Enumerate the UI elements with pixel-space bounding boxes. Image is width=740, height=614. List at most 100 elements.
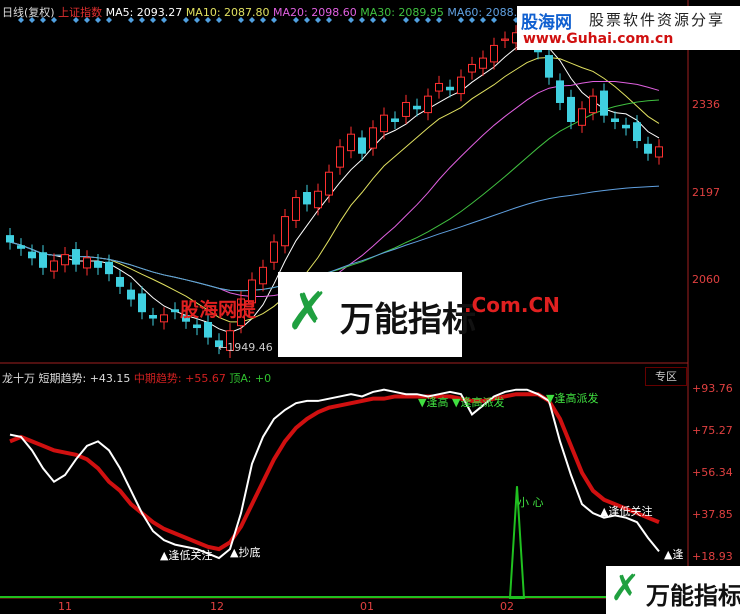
candle-body: [50, 260, 58, 272]
candle-body: [127, 289, 135, 300]
candle-body: [105, 261, 113, 275]
ma5-label: MA5: 2093.27: [105, 6, 183, 19]
candle-body: [501, 38, 509, 41]
candle-body: [380, 114, 388, 133]
signal-label: ▲逢低关注: [160, 549, 213, 562]
candle-body: [182, 315, 190, 322]
watermark-domain: .Com.CN: [464, 293, 560, 317]
candle-body: [6, 235, 14, 243]
marker-diamond-icon: [216, 17, 222, 23]
candle-body: [369, 127, 377, 149]
center-logo: ✗ 万能指标: [278, 272, 476, 357]
price-tick: 2197: [692, 186, 720, 199]
signal-label: ▼逢高派发: [546, 392, 599, 405]
candle-body: [578, 108, 586, 126]
candle-body: [490, 44, 498, 63]
signal-label: ▲逢低关注: [600, 505, 653, 518]
candle-body: [358, 137, 366, 154]
marker-diamond-icon: [348, 17, 354, 23]
marker-diamond-icon: [29, 17, 35, 23]
candle-body: [138, 293, 146, 313]
marker-diamond-icon: [183, 17, 189, 23]
candle-body: [545, 55, 553, 78]
candle-body: [270, 241, 278, 263]
candle-body: [644, 143, 652, 154]
candle-body: [160, 314, 168, 323]
candle-body: [28, 251, 36, 259]
zone-button[interactable]: 专区: [645, 367, 687, 386]
candle-body: [226, 330, 234, 351]
candle-body: [248, 279, 256, 304]
marker-diamond-icon: [315, 17, 321, 23]
signal-label: ▼逢高: [418, 396, 449, 409]
candle-body: [39, 252, 47, 268]
indicator-tick: +75.27: [692, 424, 733, 437]
candle-body: [347, 133, 355, 152]
candle-body: [94, 261, 102, 268]
marker-diamond-icon: [161, 17, 167, 23]
indicator-tick: +37.85: [692, 508, 733, 521]
candle-body: [402, 101, 410, 117]
candle-body: [171, 309, 179, 313]
candle-body: [237, 298, 245, 327]
marker-diamond-icon: [458, 17, 464, 23]
marker-diamond-icon: [359, 17, 365, 23]
marker-diamond-icon: [139, 17, 145, 23]
marker-diamond-icon: [238, 17, 244, 23]
x-tick: 12: [210, 600, 224, 613]
candle-body: [622, 124, 630, 129]
symbol-label[interactable]: 上证指数: [58, 6, 103, 19]
candle-body: [83, 257, 91, 269]
marker-diamond-icon: [403, 17, 409, 23]
candle-body: [204, 321, 212, 338]
mid-trend-line: [9, 392, 660, 552]
marker-diamond-icon: [436, 17, 442, 23]
candle-body: [72, 249, 80, 265]
marker-diamond-icon: [194, 17, 200, 23]
watermark-text: 股海网提: [180, 299, 257, 321]
corner-logo: ✗ 万能指标: [606, 566, 740, 614]
indicator-tick: +18.93: [692, 550, 733, 563]
logo-mark-icon: ✗: [286, 282, 330, 342]
candle-body: [479, 57, 487, 69]
x-tick: 11: [58, 600, 72, 613]
site-watermark: 股海网 股票软件资源分享 www.Guhai.com.cn: [517, 6, 740, 50]
marker-diamond-icon: [73, 17, 79, 23]
signal-label: ▲逢: [664, 548, 684, 561]
indicator-name: 龙十万: [2, 372, 35, 385]
candle-body: [336, 146, 344, 168]
logo-text: 万能指标: [340, 300, 476, 340]
marker-diamond-icon: [106, 17, 112, 23]
candle-body: [446, 86, 454, 91]
signal-label: ▼逢高派发: [452, 396, 505, 409]
marker-diamond-icon: [469, 17, 475, 23]
marker-diamond-icon: [249, 17, 255, 23]
short-trend-line: [9, 388, 660, 560]
low-price-label: ←1949.46: [218, 341, 273, 354]
indicator-tick: +56.34: [692, 466, 733, 479]
marker-diamond-icon: [370, 17, 376, 23]
candle-body: [325, 171, 333, 196]
mid-trend-label: 中期趋势: +55.67: [133, 372, 226, 385]
watermark-slogan: 股票软件资源分享: [589, 11, 726, 29]
signal-label: 小 心: [518, 496, 544, 509]
marker-diamond-icon: [381, 17, 387, 23]
candle-body: [611, 118, 619, 122]
marker-diamond-icon: [414, 17, 420, 23]
short-trend-label: 短期趋势: +43.15: [38, 372, 131, 385]
candle-body: [303, 192, 311, 205]
marker-diamond-icon: [95, 17, 101, 23]
price-tick: 2336: [692, 98, 720, 111]
candle-body: [193, 324, 201, 329]
candle-body: [259, 266, 267, 285]
marker-diamond-icon: [293, 17, 299, 23]
candle-body: [567, 96, 575, 122]
candle-body: [281, 216, 289, 247]
signal-label: ▲抄底: [230, 546, 261, 559]
ma5-line: [9, 41, 660, 334]
marker-diamond-icon: [205, 17, 211, 23]
marker-diamond-icon: [326, 17, 332, 23]
price-tick: 2060: [692, 273, 720, 286]
candle-body: [61, 254, 69, 266]
